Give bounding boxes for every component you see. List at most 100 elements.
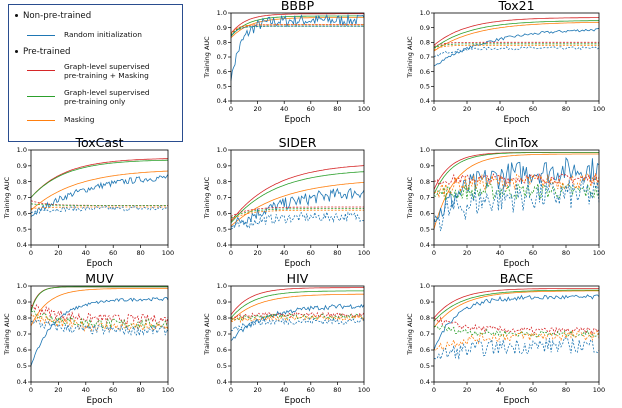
y-tick-label: 0.6 (420, 68, 430, 76)
x-tick-label: 80 (562, 386, 570, 394)
chart-panel-toxcast: 0 20 40 60 80 100 0.4 0.5 0.6 0.7 0.8 0.9 1.0 ToxCast… (3, 135, 174, 269)
legend-swatch-supervised-only (27, 96, 55, 97)
series-line (230, 208, 364, 219)
x-tick-label: 40 (280, 249, 288, 257)
chart-title: MUV (85, 271, 114, 286)
y-tick-label: 0.9 (420, 298, 430, 306)
y-tick-label: 0.7 (17, 330, 27, 338)
series-line (433, 20, 600, 49)
y-axis-label: Training AUC (3, 176, 11, 219)
x-tick-label: 20 (54, 386, 62, 394)
series-line (433, 289, 599, 322)
y-tick-label: 0.5 (217, 83, 227, 91)
y-tick-label: 0.8 (420, 178, 430, 186)
series-line (230, 182, 365, 227)
chart-title: SIDER (279, 135, 317, 150)
series-line (433, 44, 599, 51)
y-tick-label: 1.0 (217, 9, 227, 17)
y-tick-label: 0.9 (17, 162, 27, 170)
x-tick-label: 60 (109, 386, 117, 394)
chart-title: ClinTox (495, 135, 539, 150)
legend-swatch-supervised-masking (27, 70, 55, 71)
series-line (433, 46, 600, 57)
chart-panel-bace: 0 20 40 60 80 100 0.4 0.5 0.6 0.7 0.8 0.9 1.0 BACE Epo… (406, 271, 605, 406)
x-tick-label: 20 (253, 249, 261, 257)
y-tick-label: 0.9 (217, 24, 227, 32)
y-tick-label: 0.7 (17, 194, 27, 202)
chart-panel-clintox: 0 20 40 60 80 100 0.4 0.5 0.6 0.7 0.8 0.9 1.0 ClinTox… (406, 135, 605, 269)
y-tick-label: 0.4 (217, 378, 227, 386)
series-line (433, 43, 599, 49)
series-line (433, 325, 600, 338)
x-tick-label: 40 (280, 386, 288, 394)
series-line (230, 206, 364, 217)
y-tick-label: 0.4 (420, 378, 430, 386)
x-tick-label: 80 (136, 249, 144, 257)
x-tick-label: 100 (162, 249, 174, 257)
series-line (433, 337, 600, 361)
x-tick-label: 20 (463, 386, 471, 394)
series-line (30, 174, 169, 217)
series-line (30, 205, 169, 214)
y-tick-label: 0.9 (217, 298, 227, 306)
series-line (433, 290, 599, 328)
legend-label-random: Random initialization (64, 30, 142, 39)
x-tick-label: 60 (529, 386, 537, 394)
x-tick-label: 0 (229, 249, 233, 257)
y-tick-label: 0.6 (420, 210, 430, 218)
series-line (433, 182, 600, 201)
series-line (230, 316, 365, 332)
y-tick-label: 0.8 (420, 39, 430, 47)
y-tick-label: 1.0 (217, 282, 227, 290)
x-tick-label: 100 (593, 386, 605, 394)
y-tick-label: 0.5 (217, 362, 227, 370)
legend-group-header: Non-pre-trained (15, 11, 91, 21)
x-tick-label: 80 (333, 105, 341, 113)
y-axis-label: Training AUC (203, 176, 211, 219)
x-tick-label: 20 (463, 105, 471, 113)
series-line (230, 311, 365, 320)
x-tick-label: 80 (333, 386, 341, 394)
x-tick-label: 60 (307, 105, 315, 113)
x-tick-label: 0 (229, 105, 233, 113)
series-line (230, 290, 364, 319)
series-line (230, 293, 364, 322)
x-tick-label: 60 (529, 105, 537, 113)
chart-title: BACE (500, 271, 534, 286)
y-tick-label: 0.9 (17, 298, 27, 306)
series-line (433, 152, 599, 195)
series-line (230, 287, 364, 316)
y-tick-label: 1.0 (17, 146, 27, 154)
legend-label-supervised-only: Graph-level supervised pre-training only (64, 88, 150, 106)
chart-panel-bbbp: 0 20 40 60 80 100 0.4 0.5 0.6 0.7 0.8 0.9 1.0 BBBP Epo… (203, 0, 370, 125)
y-tick-label: 0.7 (420, 194, 430, 202)
chart-title: HIV (287, 271, 309, 286)
x-axis-label: Epoch (284, 115, 310, 125)
chart-panel-muv: 0 20 40 60 80 100 0.4 0.5 0.6 0.7 0.8 0.9 1.0 MUV Epoc… (3, 271, 174, 406)
y-tick-label: 0.8 (217, 314, 227, 322)
y-tick-label: 0.4 (217, 241, 227, 249)
series-line (30, 206, 168, 209)
x-tick-label: 100 (358, 249, 370, 257)
x-tick-label: 0 (432, 386, 436, 394)
series-line (433, 288, 599, 319)
series-line (30, 288, 168, 327)
y-tick-label: 0.8 (17, 314, 27, 322)
legend-header-text: Pre-trained (23, 47, 71, 57)
y-tick-label: 0.7 (420, 53, 430, 61)
y-axis-label: Training AUC (406, 36, 414, 79)
y-tick-label: 0.4 (420, 97, 430, 105)
x-tick-label: 40 (82, 386, 90, 394)
series-line (433, 329, 600, 351)
y-tick-label: 1.0 (420, 282, 430, 290)
series-line (30, 158, 169, 198)
series-line (433, 173, 600, 198)
x-tick-label: 100 (593, 249, 605, 257)
x-tick-label: 40 (496, 386, 504, 394)
series-line (30, 297, 169, 366)
series-line (230, 303, 365, 341)
series-line (230, 13, 364, 34)
y-tick-label: 0.4 (17, 378, 27, 386)
x-tick-label: 0 (432, 105, 436, 113)
